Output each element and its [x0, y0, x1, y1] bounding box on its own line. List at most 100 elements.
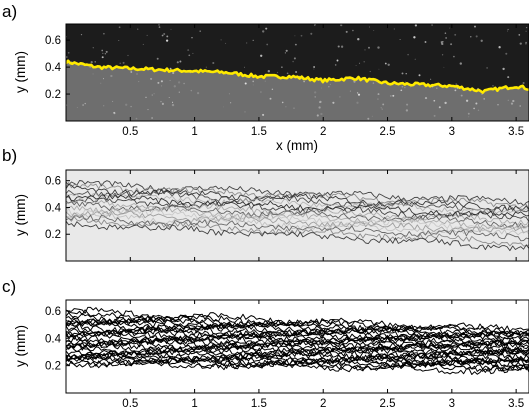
speckle: [505, 52, 508, 55]
speckle: [212, 61, 215, 65]
panel-a-ylabel: y (mm): [13, 51, 28, 93]
speckle: [377, 46, 380, 49]
speckle: [135, 117, 138, 120]
y-tick-label: 0.2: [45, 229, 61, 241]
front-line: [66, 335, 529, 355]
speckle: [101, 49, 104, 52]
x-tick-label: 3.5: [508, 126, 524, 138]
speckle: [377, 93, 380, 96]
speckle: [480, 39, 483, 42]
speckle: [454, 88, 456, 90]
speckle: [92, 73, 94, 75]
y-tick-label: 0.2: [45, 361, 61, 373]
speckle: [172, 71, 175, 75]
speckle: [76, 107, 78, 108]
speckle: [525, 41, 527, 44]
speckle: [369, 70, 371, 73]
speckle: [94, 61, 96, 63]
front-line: [66, 212, 529, 236]
speckle: [188, 54, 191, 57]
speckle: [90, 60, 93, 64]
panel-c-fronts: [66, 306, 529, 375]
speckle: [292, 60, 294, 63]
speckle: [387, 63, 390, 66]
speckle: [334, 64, 337, 66]
speckle: [157, 81, 160, 84]
speckle: [492, 85, 494, 87]
speckle: [401, 72, 404, 75]
speckle: [92, 47, 94, 49]
x-tick-label: 2.5: [380, 398, 396, 410]
speckle: [150, 77, 153, 80]
panel-b-axes: 0.6 0.4 0.2: [45, 169, 529, 262]
panel-frame: [65, 23, 529, 122]
speckle: [260, 54, 263, 57]
speckle: [382, 103, 385, 106]
front-line: [66, 208, 529, 232]
front-line: [66, 196, 529, 223]
front-line: [66, 338, 529, 356]
speckle: [243, 66, 246, 68]
x-tick-label: 3: [449, 398, 455, 410]
front-line: [66, 180, 529, 206]
panel-b: b) y (mm) 0.6 0.4 0.2: [2, 146, 529, 262]
front-line: [66, 309, 529, 335]
speckle: [136, 73, 138, 75]
speckle: [130, 71, 133, 73]
speckle: [229, 102, 232, 104]
speckle: [316, 114, 319, 117]
speckle: [303, 80, 305, 83]
speckle: [293, 107, 295, 109]
speckle: [103, 105, 105, 107]
front-line: [66, 216, 529, 247]
speckle: [406, 103, 409, 106]
y-tick-label: 0.6: [45, 176, 61, 188]
speckle: [313, 66, 315, 68]
speckle: [125, 103, 128, 106]
speckle: [161, 34, 164, 37]
speckle: [357, 38, 360, 41]
speckle: [525, 43, 527, 45]
x-tick-label: 2: [320, 398, 326, 410]
speckle: [102, 52, 104, 55]
speckle: [319, 101, 320, 103]
front-line: [66, 342, 529, 360]
speckle: [367, 117, 370, 120]
speckle: [349, 90, 351, 92]
speckle: [433, 114, 436, 117]
speckle: [183, 82, 185, 85]
speckle: [160, 85, 163, 87]
speckle: [173, 85, 176, 88]
speckle: [454, 89, 457, 92]
speckle: [519, 105, 522, 107]
speckle: [314, 91, 317, 94]
speckle: [252, 39, 254, 42]
speckle: [300, 34, 303, 37]
speckle: [473, 107, 475, 110]
y-tick-label: 0.4: [45, 333, 62, 345]
speckle: [171, 103, 175, 107]
speckle: [475, 35, 478, 38]
panel-a-xlabel: x (mm): [276, 138, 318, 153]
speckle: [440, 41, 443, 43]
speckle: [460, 94, 463, 97]
x-tick-label: 1.5: [251, 126, 267, 138]
speckle: [137, 28, 139, 30]
front-line: [66, 182, 529, 210]
speckle: [378, 68, 380, 70]
speckle: [82, 104, 84, 106]
speckle: [486, 67, 488, 69]
speckle: [405, 73, 407, 75]
speckle: [285, 49, 288, 52]
front-line: [66, 184, 529, 212]
speckle: [389, 94, 392, 97]
panel-a-speckles: [66, 24, 528, 120]
speckle: [430, 78, 432, 80]
speckle: [165, 39, 169, 42]
speckle: [113, 112, 116, 115]
speckle: [356, 92, 359, 94]
speckle: [105, 50, 108, 53]
speckle: [455, 83, 458, 85]
speckle: [407, 53, 409, 56]
speckle: [377, 98, 379, 100]
